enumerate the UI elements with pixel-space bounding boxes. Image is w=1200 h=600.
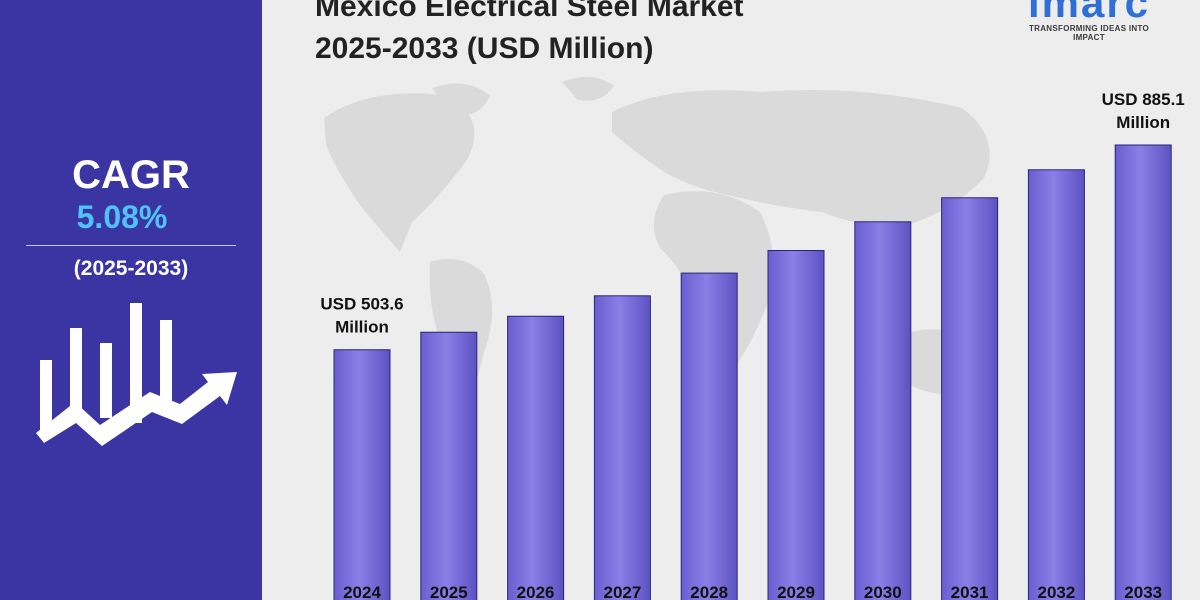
- x-tick-label: 2029: [777, 583, 815, 600]
- bar-2029: [767, 250, 825, 600]
- chart-title: Mexico Electrical Steel Market 2025-2033…: [315, 0, 875, 70]
- logo-wordmark: imarc: [1027, 0, 1151, 26]
- chart-title-line1: Mexico Electrical Steel Market: [315, 0, 744, 23]
- x-tick-label: 2030: [864, 583, 902, 600]
- bar-2030: [854, 221, 912, 600]
- bar-2028: [680, 272, 738, 600]
- x-tick-label: 2028: [690, 583, 728, 600]
- cagr-label: CAGR: [72, 153, 190, 197]
- bar-2032: [1027, 169, 1085, 600]
- bar-chart: 2024 2025 2026 2027 2028 2029 2030 2031 2032 2033…: [320, 90, 1185, 600]
- x-tick-label: 2025: [430, 583, 468, 600]
- cagr-divider: [26, 245, 236, 246]
- cagr-panel: CAGR 5.08% (2025-2033): [0, 0, 262, 600]
- chart-title-line2: 2025-2033 (USD Million): [315, 32, 654, 65]
- bar-2024: [333, 349, 391, 600]
- bar-2027: [593, 295, 651, 600]
- x-tick-label: 2026: [517, 583, 555, 600]
- data-label-2033: USD 885.1: [1102, 90, 1185, 109]
- chart-area: Mexico Electrical Steel Market 2025-2033…: [262, 0, 1200, 600]
- bar-2031: [941, 197, 999, 600]
- bar-2026: [507, 315, 565, 600]
- x-tick-label: 2032: [1037, 583, 1075, 600]
- cagr-value: 5.08%: [76, 199, 168, 235]
- cagr-period: (2025-2033): [73, 257, 189, 280]
- data-label-2024: USD 503.6: [320, 295, 403, 314]
- growth-chart-arrow-icon: [36, 303, 237, 446]
- bar-2025: [420, 331, 478, 600]
- x-tick-label: 2027: [603, 583, 641, 600]
- data-label-2033: Million: [1116, 113, 1170, 132]
- x-tick-label: 2031: [951, 583, 989, 600]
- bar-2033: [1114, 144, 1172, 600]
- x-tick-label: 2033: [1124, 583, 1162, 600]
- x-tick-label: 2024: [343, 583, 381, 600]
- logo-tagline: TRANSFORMING IDEAS INTO IMPACT: [1028, 24, 1150, 42]
- data-label-2024: Million: [335, 318, 389, 337]
- imarc-logo: imarc TRANSFORMING IDEAS INTO IMPACT: [1014, 0, 1164, 42]
